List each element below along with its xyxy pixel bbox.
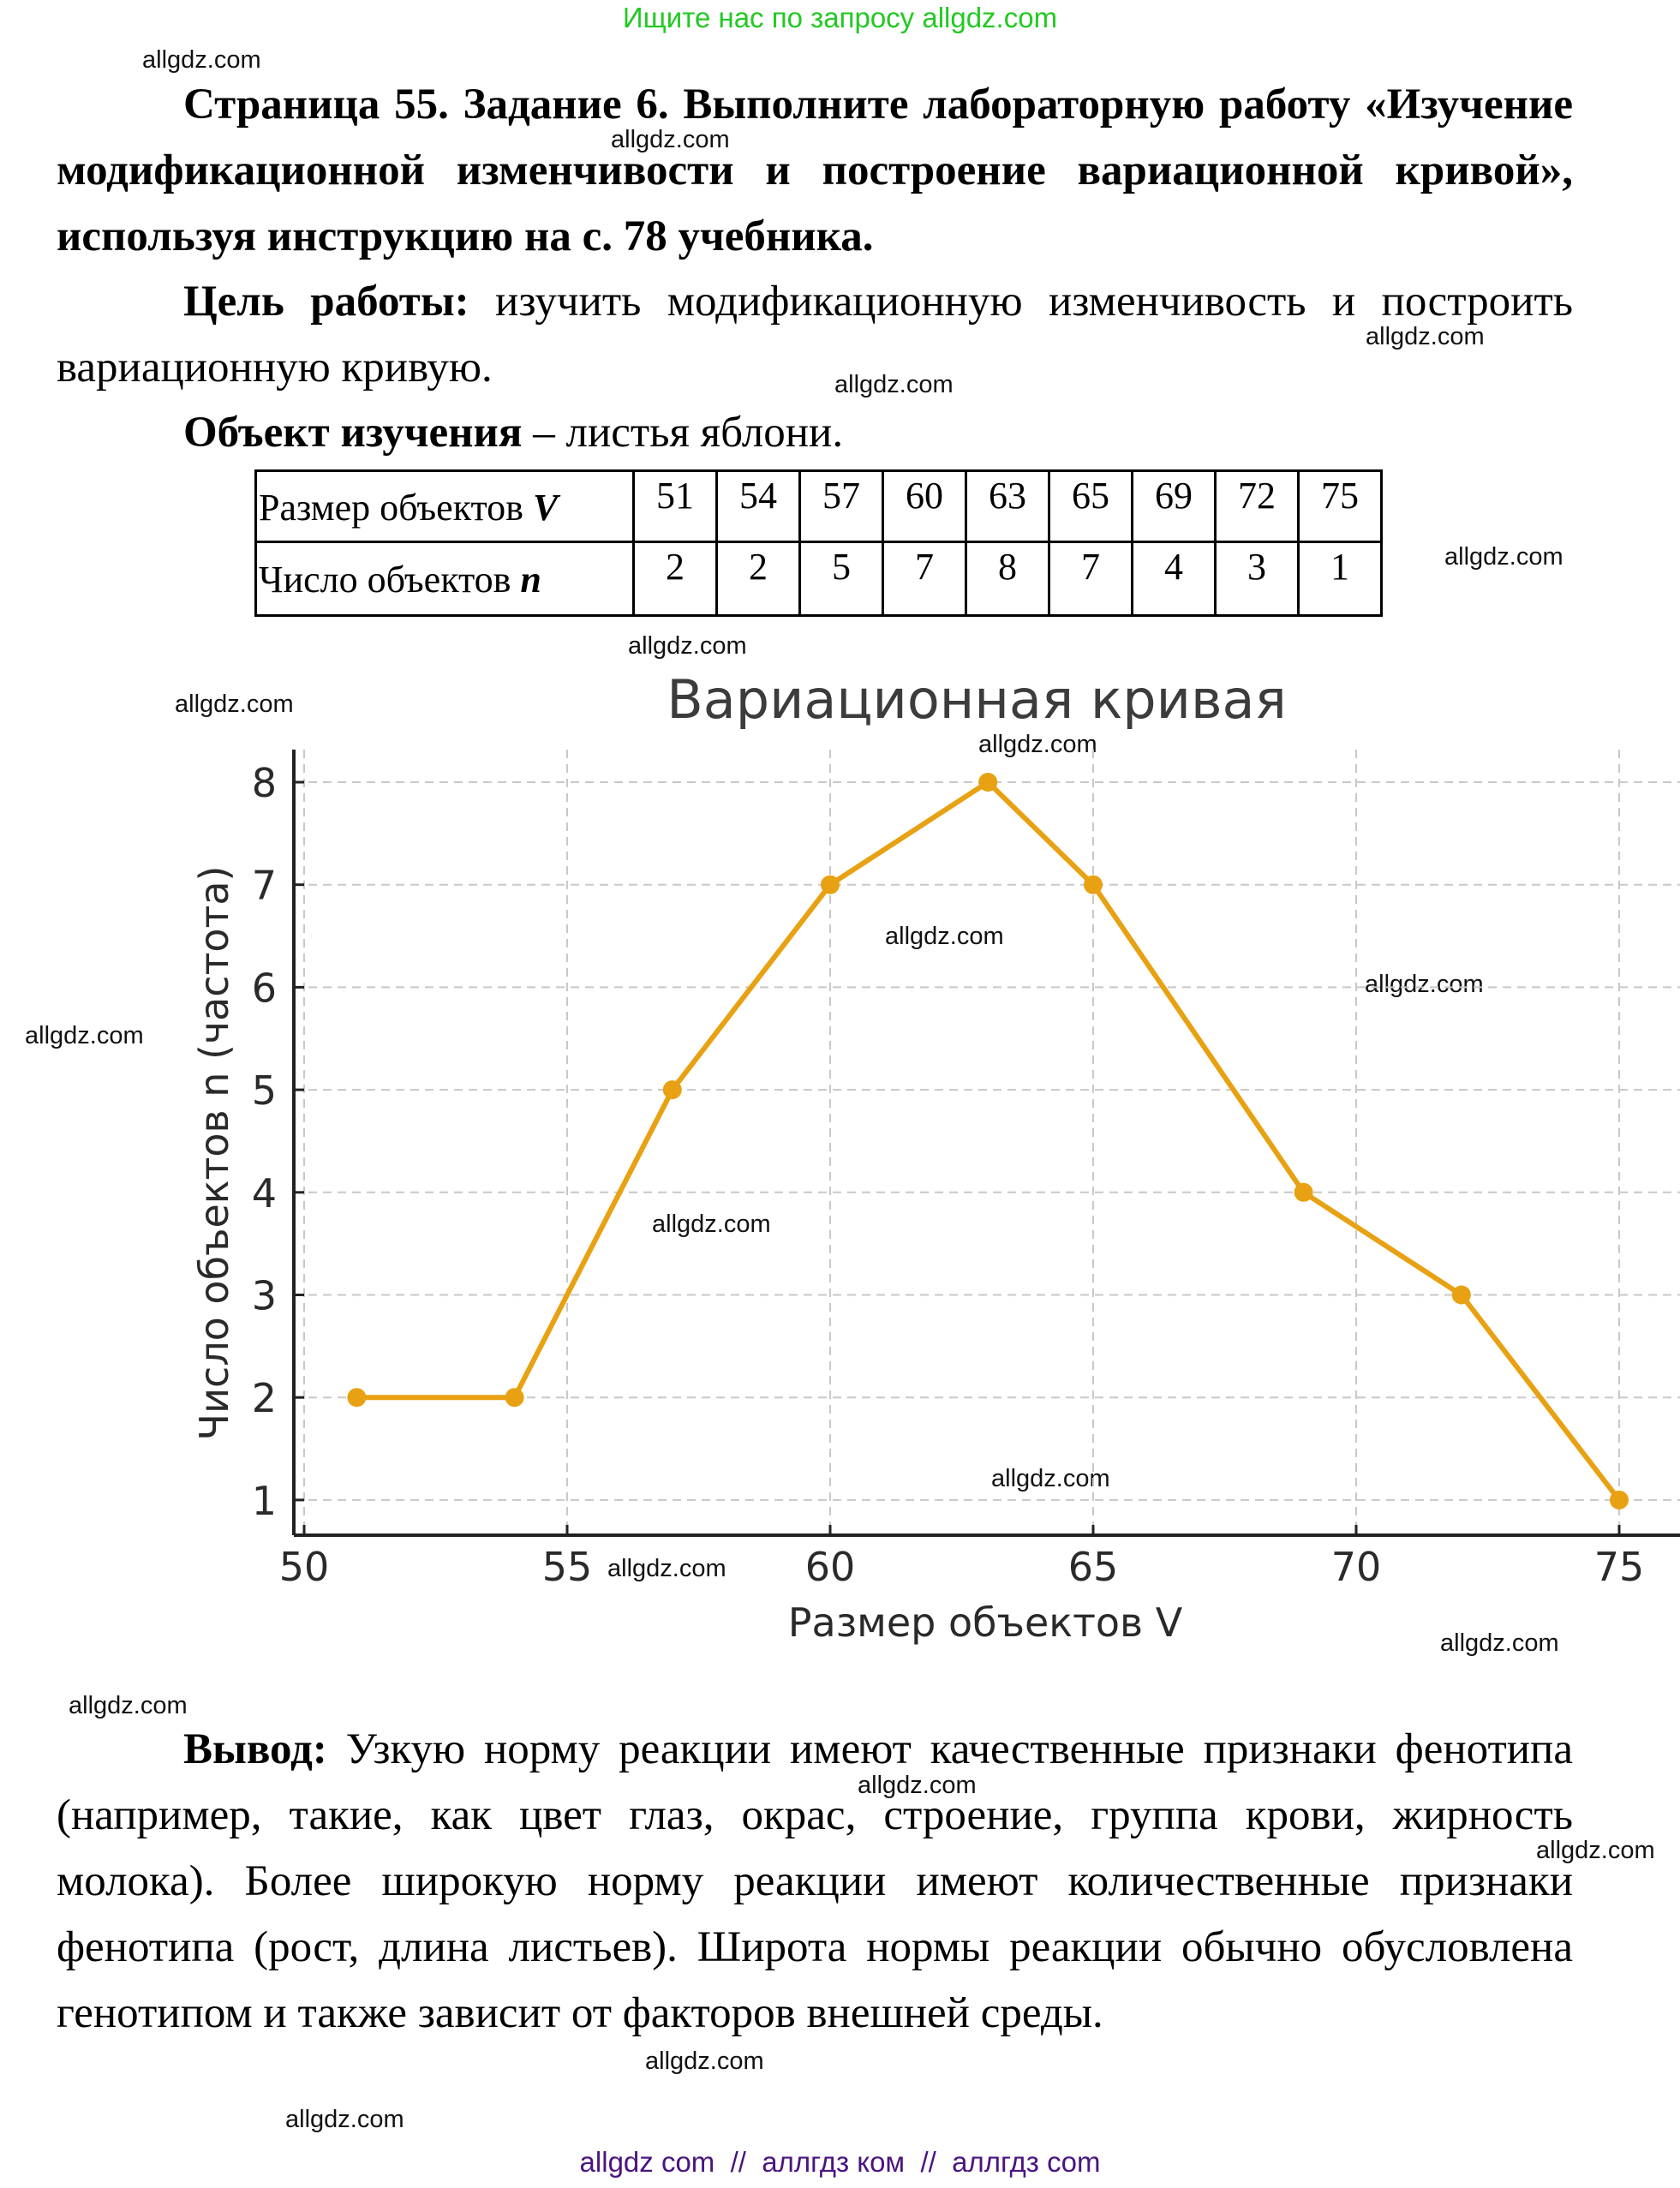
data-point-marker: [662, 1080, 682, 1100]
x-tick-label: 60: [805, 1544, 856, 1590]
variation-curve-chart: 50 55 60 65 70 75 1 2 3 4 5 6 7 8 Размер объектов V Ч…: [191, 750, 1680, 1646]
table-cell: 63: [965, 469, 1050, 543]
watermark: allgdz.com: [69, 1692, 188, 1719]
chart-title: Вариационная кривая: [667, 668, 1287, 731]
y-tick-label: 7: [252, 863, 277, 909]
goal-text: изучить модификационную изменчивость и п…: [57, 278, 1574, 392]
row-header-count: Число объектов n: [254, 541, 635, 617]
table-cell: 1: [1297, 541, 1383, 617]
footer-links: allgdz com // аллгдз ком // аллгдз com: [579, 2146, 1101, 2178]
object-label: Объект изучения: [183, 409, 523, 457]
series-line: [356, 780, 1622, 1502]
watermark: allgdz.com: [645, 2048, 764, 2075]
table-cell: 51: [632, 469, 718, 543]
y-tick-label: 6: [252, 965, 277, 1011]
goal-paragraph: Цель работы: изучить модификационную изм…: [57, 269, 1573, 401]
data-point-marker: [821, 875, 840, 894]
goal-label: Цель работы:: [183, 278, 469, 326]
table-cell: 2: [715, 541, 801, 617]
task-title: Страница 55. Задание 6. Выполните лабора…: [57, 81, 1573, 260]
table-cell: 5: [798, 541, 884, 617]
y-tick-label: 5: [252, 1067, 277, 1114]
data-point-marker: [1084, 875, 1103, 894]
watermark: allgdz.com: [834, 371, 954, 398]
data-point-marker: [1294, 1182, 1313, 1202]
y-axis-label: Число объектов n (частота): [191, 866, 237, 1441]
data-point-marker: [505, 1388, 524, 1408]
data-point-marker: [347, 1388, 367, 1408]
watermark: allgdz.com: [628, 632, 747, 660]
y-tick-label: 1: [252, 1478, 277, 1524]
watermark: allgdz.com: [885, 923, 1004, 950]
table-cell: 57: [798, 469, 884, 543]
y-tick-label: 8: [252, 760, 277, 806]
table-cell: 8: [965, 541, 1050, 617]
watermark: allgdz.com: [1444, 543, 1563, 571]
watermark: allgdz.com: [285, 2106, 404, 2133]
table-row-size: Размер объектов V 51 54 57 60 63 65 69 7…: [254, 469, 1383, 543]
table-cell: 2: [632, 541, 718, 617]
watermark: allgdz.com: [1365, 971, 1484, 998]
y-tick-label: 2: [252, 1375, 277, 1421]
table-cell: 7: [1048, 541, 1133, 617]
conclusion-paragraph: Вывод: Узкую норму реакции имеют качеств…: [57, 1717, 1573, 2047]
x-tick-label: 55: [542, 1544, 593, 1590]
watermark: allgdz.com: [142, 46, 261, 74]
y-tick-label: 3: [252, 1273, 277, 1319]
chart-grid: [294, 750, 1680, 1535]
watermark: allgdz.com: [991, 1465, 1110, 1492]
table-cell: 54: [715, 469, 801, 543]
table-cell: 3: [1214, 541, 1300, 617]
watermark: allgdz.com: [611, 126, 730, 153]
watermark: allgdz.com: [25, 1022, 144, 1049]
watermark: allgdz.com: [858, 1772, 977, 1799]
search-banner: Ищите нас по запросу allgdz.com: [622, 2, 1058, 33]
watermark: allgdz.com: [175, 690, 294, 718]
conclusion-text: Узкую норму реакции имеют качественные п…: [57, 1725, 1573, 2037]
y-tick-label: 4: [252, 1170, 277, 1217]
x-axis-label: Размер объектов V: [788, 1599, 1183, 1646]
data-point-marker: [1610, 1490, 1629, 1509]
watermark: allgdz.com: [1366, 323, 1485, 350]
x-tick-label: 50: [279, 1544, 330, 1590]
table-row-count: Число объектов n 2 2 5 7 8 7 4 3 1: [254, 541, 1383, 617]
table-cell: 4: [1131, 541, 1217, 617]
object-paragraph: Объект изучения – листья яблони.: [57, 400, 1573, 466]
table-cell: 75: [1297, 469, 1383, 543]
table-cell: 7: [882, 541, 967, 617]
chart-tick-labels: 50 55 60 65 70 75 1 2 3 4 5 6 7 8: [252, 760, 1645, 1590]
watermark: allgdz.com: [1536, 1837, 1655, 1864]
x-tick-label: 70: [1331, 1544, 1382, 1590]
conclusion-label: Вывод:: [183, 1725, 327, 1773]
variation-table: Размер объектов V 51 54 57 60 63 65 69 7…: [254, 469, 1383, 617]
data-point-marker: [1451, 1285, 1471, 1305]
row-header-size: Размер объектов V: [254, 469, 635, 543]
watermark: allgdz.com: [1440, 1629, 1559, 1657]
watermark: allgdz.com: [607, 1555, 726, 1582]
table-cell: 60: [882, 469, 967, 543]
x-tick-label: 75: [1594, 1544, 1645, 1590]
watermark: allgdz.com: [978, 731, 1097, 758]
watermark: allgdz.com: [652, 1211, 771, 1238]
table-cell: 72: [1214, 469, 1300, 543]
x-tick-label: 65: [1068, 1544, 1119, 1590]
table-cell: 65: [1048, 469, 1133, 543]
data-point-marker: [978, 773, 998, 792]
chart-axes: [292, 750, 1680, 1537]
series-markers: [347, 773, 1629, 1509]
table-cell: 69: [1131, 469, 1217, 543]
object-text: – листья яблони.: [522, 409, 844, 457]
